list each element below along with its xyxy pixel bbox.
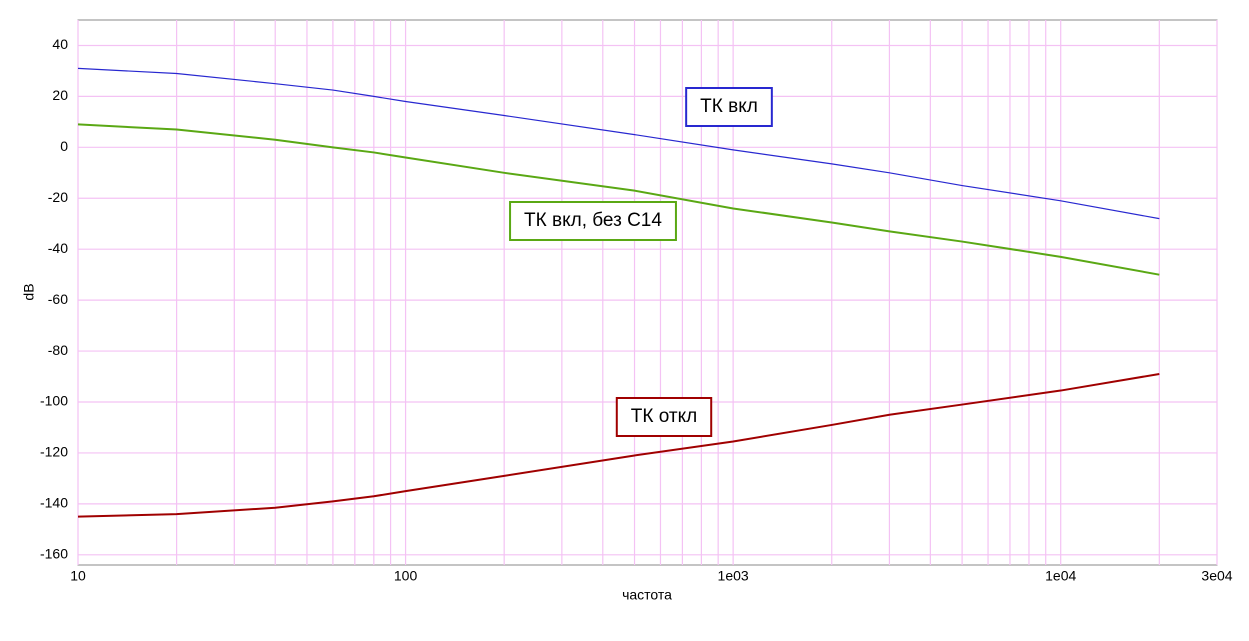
y-tick-label: -140 xyxy=(40,495,68,511)
x-tick-label: 100 xyxy=(394,568,418,584)
series-label-box xyxy=(615,397,713,437)
y-tick-label: -120 xyxy=(40,444,68,460)
series-label-box xyxy=(509,201,677,241)
y-tick-label: 40 xyxy=(52,36,68,52)
x-tick-label: 1e03 xyxy=(718,568,749,584)
x-tick-label: 1e04 xyxy=(1045,568,1076,584)
series-label: ТК вкл xyxy=(700,96,758,117)
y-tick-label: -20 xyxy=(48,189,68,205)
series-label-box xyxy=(685,87,773,127)
series-label: ТК откл xyxy=(631,406,697,427)
y-tick-label: 20 xyxy=(52,87,68,103)
series-line xyxy=(77,67,1160,220)
x-tick-label: 10 xyxy=(70,568,86,584)
series-label: ТК вкл, без С14 xyxy=(524,210,662,231)
y-tick-label: 0 xyxy=(60,138,68,154)
y-tick-label: -80 xyxy=(48,342,68,358)
series-line xyxy=(77,123,1160,276)
y-axis-label: dB xyxy=(21,283,37,300)
plot-area xyxy=(77,19,1218,566)
x-axis-label: частота xyxy=(622,587,672,603)
y-tick-label: -40 xyxy=(48,240,68,256)
y-tick-label: -160 xyxy=(40,546,68,562)
y-tick-label: -60 xyxy=(48,291,68,307)
y-tick-label: -100 xyxy=(40,393,68,409)
x-tick-label: 3e04 xyxy=(1201,568,1232,584)
series-line xyxy=(77,373,1160,518)
